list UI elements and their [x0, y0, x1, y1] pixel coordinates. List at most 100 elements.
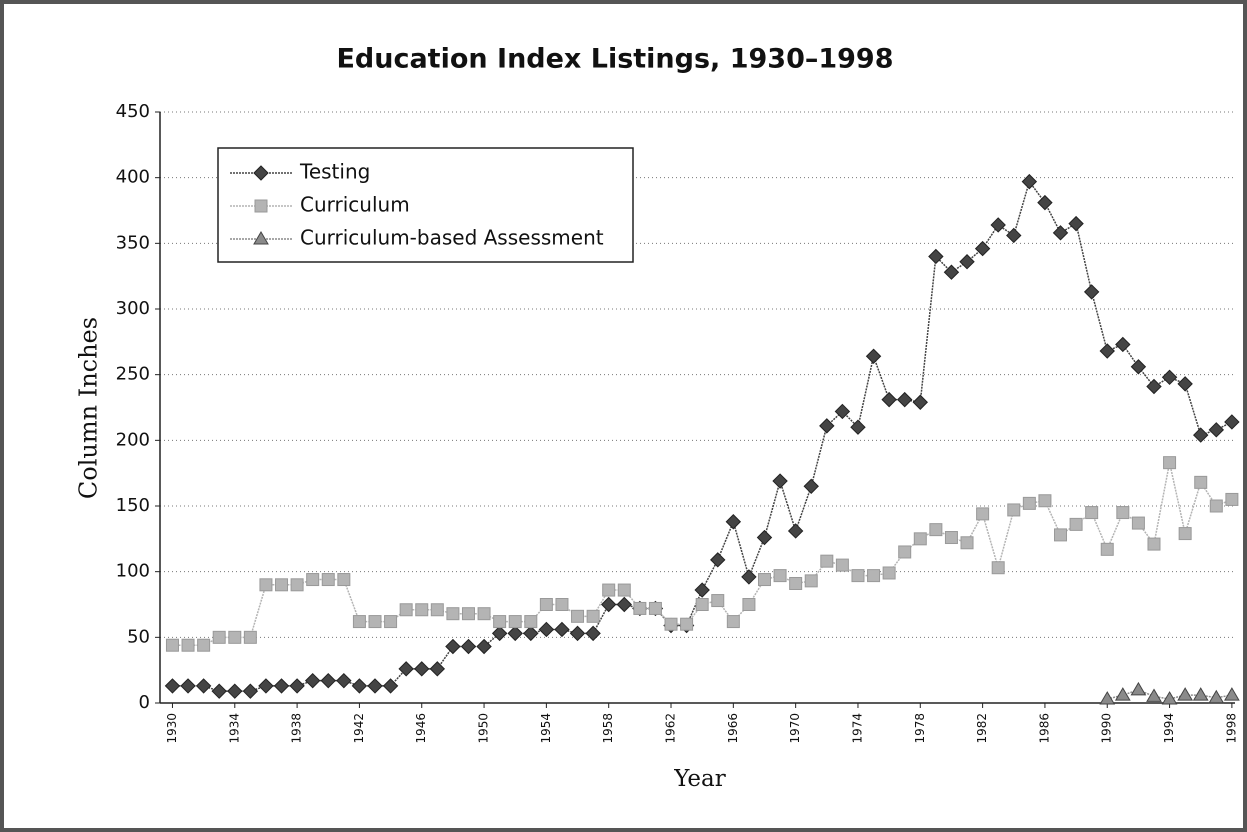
marker [258, 678, 274, 694]
x-tick-label: 1946 [414, 713, 428, 744]
marker [960, 536, 974, 550]
series-line [172, 462, 1233, 646]
marker [741, 569, 757, 585]
x-tick-label: 1986 [1037, 713, 1051, 744]
marker [538, 621, 555, 638]
chart-title: Education Index Listings, 1930–1998 [336, 44, 893, 75]
marker [1177, 687, 1194, 701]
marker [253, 165, 269, 181]
marker [1021, 173, 1038, 190]
marker [430, 603, 444, 617]
series-line [1107, 689, 1233, 700]
marker [180, 678, 196, 694]
marker [384, 615, 398, 629]
marker [898, 545, 912, 559]
marker [211, 683, 227, 699]
marker [336, 672, 352, 689]
marker [1194, 475, 1208, 489]
marker [228, 630, 242, 644]
marker [804, 574, 818, 588]
marker [1130, 359, 1147, 375]
marker [633, 601, 647, 615]
y-tick-label: 0 [139, 692, 150, 713]
marker [320, 672, 336, 689]
marker [367, 678, 383, 694]
marker [694, 582, 710, 598]
marker [1146, 688, 1162, 702]
x-tick-label: 1990 [1100, 713, 1114, 744]
x-tick-label: 1982 [975, 713, 989, 744]
marker [1177, 376, 1193, 392]
marker [585, 625, 601, 642]
marker [787, 523, 804, 539]
marker [835, 558, 849, 572]
marker [554, 621, 570, 638]
x-tick-label: 1998 [1224, 713, 1238, 744]
marker [1163, 456, 1177, 470]
marker [243, 630, 257, 644]
marker [1131, 516, 1145, 530]
marker [991, 561, 1005, 575]
marker [1115, 336, 1131, 353]
marker [1100, 542, 1114, 556]
marker [1038, 494, 1052, 508]
legend-label: Curriculum [300, 193, 410, 217]
marker [1130, 681, 1147, 696]
marker [1146, 378, 1162, 395]
y-tick-label: 400 [116, 167, 150, 188]
marker [695, 598, 709, 611]
marker [569, 625, 586, 642]
marker [1178, 527, 1192, 541]
marker [507, 625, 523, 642]
marker [976, 507, 990, 521]
marker [943, 264, 960, 280]
marker [476, 638, 492, 655]
marker [803, 478, 819, 495]
y-tick-label: 250 [116, 364, 150, 385]
marker [351, 678, 368, 694]
marker [1147, 537, 1161, 551]
marker [834, 403, 851, 420]
y-tick-label: 350 [116, 232, 150, 253]
marker [1069, 517, 1083, 531]
marker [461, 607, 475, 621]
legend-label: Curriculum-based Assessment [300, 226, 604, 250]
legend-label: Testing [299, 160, 370, 184]
marker [616, 596, 632, 613]
marker [304, 672, 321, 689]
marker [1224, 687, 1240, 701]
marker [1114, 687, 1131, 701]
x-tick-label: 1938 [290, 713, 304, 744]
marker [382, 678, 399, 694]
marker [165, 638, 179, 652]
marker [1161, 369, 1178, 386]
marker [460, 638, 477, 655]
marker [820, 554, 834, 568]
x-tick-label: 1966 [726, 713, 740, 744]
marker [493, 615, 507, 629]
marker [959, 254, 975, 270]
marker [912, 394, 928, 410]
x-tick-label: 1950 [477, 713, 491, 744]
marker [1007, 503, 1021, 517]
marker [290, 578, 304, 592]
marker [1054, 528, 1068, 542]
marker [602, 583, 616, 597]
y-tick-label: 200 [116, 429, 150, 450]
marker [756, 529, 773, 546]
x-tick-label: 1930 [165, 713, 179, 744]
marker [944, 531, 958, 545]
marker [337, 573, 351, 587]
y-tick-label: 150 [116, 495, 150, 516]
y-tick-label: 100 [116, 561, 150, 582]
marker [181, 638, 195, 652]
marker [789, 576, 803, 590]
legend-box [217, 147, 634, 263]
marker [242, 683, 259, 699]
marker [275, 578, 289, 592]
marker [851, 569, 865, 583]
marker [1037, 194, 1053, 211]
marker [819, 418, 835, 434]
